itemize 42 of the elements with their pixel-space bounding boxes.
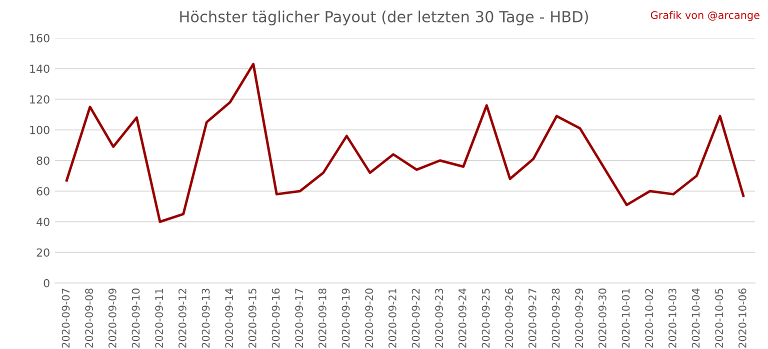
x-tick-label: 2020-09-21 bbox=[388, 288, 396, 348]
x-tick-label: 2020-09-22 bbox=[412, 288, 420, 348]
y-tick-label: 0 bbox=[44, 278, 50, 288]
chart-title: Höchster täglicher Payout (der letzten 30 Tage - HBD) bbox=[180, 10, 588, 26]
x-tick-label: 2020-09-14 bbox=[225, 288, 234, 348]
x-tick-label: 2020-09-19 bbox=[342, 288, 350, 348]
x-tick-label: 2020-09-29 bbox=[575, 288, 584, 348]
x-tick-label: 2020-09-16 bbox=[272, 288, 280, 348]
x-tick-label: 2020-10-01 bbox=[622, 288, 630, 348]
x-tick-label: 2020-09-24 bbox=[458, 288, 466, 348]
text: Grafik von @arcange bbox=[650, 10, 760, 22]
x-tick-label: 2020-09-07 bbox=[62, 288, 70, 348]
x-tick-label: 2020-09-20 bbox=[365, 288, 374, 348]
y-tick-label: 160 bbox=[30, 34, 50, 42]
y-tick-label: 20 bbox=[36, 248, 50, 257]
y-tick-label: 40 bbox=[36, 218, 50, 226]
x-tick-label: 2020-09-27 bbox=[528, 288, 536, 348]
x-tick-label: 2020-10-05 bbox=[715, 288, 724, 348]
x-tick-label: 2020-09-18 bbox=[318, 288, 326, 348]
x-tick-label: 2020-09-28 bbox=[552, 288, 560, 348]
x-tick-label: 2020-09-08 bbox=[85, 288, 94, 348]
x-tick-label: 2020-09-26 bbox=[505, 288, 514, 348]
x-tick-label: 2020-09-13 bbox=[202, 288, 210, 348]
y-tick-label: 60 bbox=[36, 187, 50, 196]
x-tick-label: 2020-10-06 bbox=[738, 288, 746, 348]
x-tick-label: 2020-09-10 bbox=[132, 288, 140, 348]
x-tick-label: 2020-09-30 bbox=[598, 288, 606, 348]
line-series bbox=[65, 62, 745, 223]
y-tick-label: 80 bbox=[36, 156, 50, 165]
x-tick-label: 2020-09-15 bbox=[248, 288, 256, 348]
y-tick-label: 140 bbox=[30, 64, 50, 74]
x-tick-label: 2020-09-11 bbox=[155, 288, 164, 348]
x-tick-label: 2020-09-25 bbox=[482, 288, 490, 348]
x-tick-label: 2020-10-04 bbox=[692, 288, 700, 348]
x-tick-label: 2020-09-23 bbox=[435, 288, 444, 348]
y-tick-label: 120 bbox=[30, 95, 50, 104]
y-tick-label: 100 bbox=[30, 126, 50, 134]
x-tick-label: 2020-10-02 bbox=[645, 288, 654, 348]
x-tick-label: 2020-09-12 bbox=[178, 288, 186, 348]
x-tick-label: 2020-10-03 bbox=[668, 288, 676, 348]
x-tick-label: 2020-09-17 bbox=[295, 288, 304, 348]
x-tick-label: 2020-09-09 bbox=[108, 288, 116, 348]
